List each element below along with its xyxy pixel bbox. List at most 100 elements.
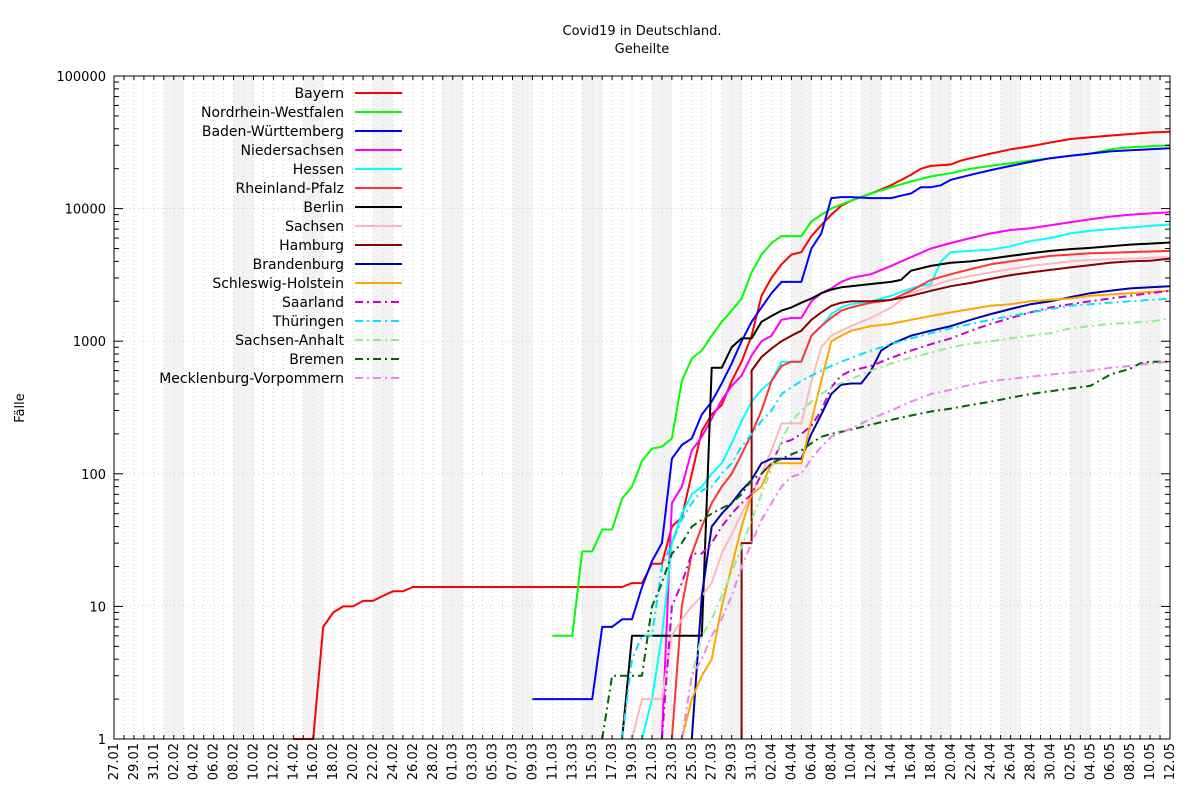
weekend-band [522,76,533,739]
series-line-baden-w-rttemberg [532,147,1171,701]
legend-label: Nordrhein-Westfalen [201,105,344,121]
weekend-band [1010,76,1021,739]
weekend-band [592,76,603,739]
x-tick-label: 14.04 [884,743,899,780]
x-tick-label: 10.02 [246,743,261,780]
x-tick-label: 18.02 [326,743,341,780]
series-line-hessen [641,223,1171,740]
x-tick-label: 31.01 [147,743,162,780]
weekend-band [582,76,593,739]
x-tick-label: 31.03 [745,743,760,780]
weekend-band [243,76,254,739]
weekend-band [313,76,324,739]
legend-label: Saarland [282,295,344,311]
legend-label: Hessen [293,162,344,178]
x-tick-label: 17.03 [605,743,620,780]
x-tick-label: 28.04 [1024,743,1039,780]
x-tick-label: 04.02 [187,743,202,780]
x-tick-label: 20.04 [944,743,959,780]
x-tick-label: 19.03 [625,743,640,780]
weekend-band [731,76,742,739]
series-line-niedersachsen [660,211,1171,740]
x-tick-label: 06.02 [207,743,222,780]
x-tick-label: 04.04 [784,743,799,780]
weekend-band [1070,76,1081,739]
weekend-band [163,76,174,739]
weekend-band [1080,76,1091,739]
x-tick-label: 26.04 [1004,743,1019,780]
weekend-band [801,76,812,739]
legend-label: Hamburg [279,238,344,254]
x-tick-label: 24.02 [386,743,401,780]
legend-label: Schleswig-Holstein [212,276,344,292]
x-tick-label: 10.04 [844,743,859,780]
axes: 27.01 29.01 31.01 02.02 04.02 06.02 08.02 10.02… [56,70,1178,780]
x-tick-label: 27.01 [107,743,122,780]
series-line-nordrhein-westfalen [552,144,1171,637]
weekend-band [1000,76,1011,739]
legend-label: Thüringen [272,314,344,330]
x-tick-label: 29.03 [725,743,740,780]
y-tick-label: 100000 [56,70,106,85]
y-tick-label: 10 [89,600,106,615]
x-tick-label: 20.02 [346,743,361,780]
series-line-bremen [601,360,1170,740]
series-line-saarland [660,289,1171,740]
weekend-bands [163,76,1161,739]
weekend-band [1140,76,1151,739]
x-tick-label: 14.02 [286,743,301,780]
weekend-band [382,76,393,739]
weekend-band [1150,76,1161,739]
weekend-band [930,76,941,739]
x-tick-label: 12.05 [1163,743,1178,780]
x-tick-label: 15.03 [585,743,600,780]
x-tick-label: 22.04 [964,743,979,780]
y-tick-label: 10000 [65,203,106,218]
x-tick-label: 21.03 [645,743,660,780]
legend-label: Brandenburg [253,257,344,273]
legend: Bayern Nordrhein-Westfalen Baden-Württembe… [159,86,402,387]
y-tick-label: 1000 [73,335,106,350]
weekend-band [940,76,951,739]
y-tick-label: 100 [81,468,106,483]
x-tick-label: 26.02 [406,743,421,780]
weekend-band [373,76,383,739]
weekend-band [861,76,872,739]
weekend-band [173,76,184,739]
x-tick-label: 02.02 [167,743,182,780]
x-tick-label: 12.04 [864,743,879,780]
x-tick-label: 22.02 [366,743,381,780]
x-tick-label: 13.03 [565,743,580,780]
chart-title: Covid19 in Deutschland. [563,24,722,39]
weekend-band [512,76,523,739]
series-line-sachsen [631,256,1171,740]
weekend-band [661,76,672,739]
series-line-sachsen-anhalt [680,316,1171,740]
x-tick-label: 10.05 [1143,743,1158,780]
x-tick-label: 24.04 [984,743,999,780]
weekend-band [233,76,244,739]
series-line-th-ringen [621,297,1171,740]
legend-label: Mecklenburg-Vorpommern [159,371,344,387]
x-tick-label: 08.04 [824,743,839,780]
weekend-band [452,76,463,739]
y-axis-label: Fälle [13,393,28,422]
x-tick-label: 27.03 [705,743,720,780]
x-tick-label: 06.04 [804,743,819,780]
series-line-schleswig-holstein [680,289,1171,740]
legend-label: Baden-Württemberg [202,124,344,140]
x-tick-label: 07.03 [505,743,520,780]
x-tick-label: 08.02 [227,743,242,780]
x-tick-label: 02.04 [765,743,780,780]
legend-label: Berlin [303,200,344,216]
weekend-band [651,76,662,739]
series-line-mecklenburg-vorpommern [680,360,1171,740]
legend-label: Sachsen [285,219,344,235]
series-line-berlin [621,241,1171,740]
series-line-rheinland-pfalz [670,249,1171,740]
legend-label: Bremen [289,352,344,368]
legend-label: Bayern [295,86,344,102]
y-tick-label: 1 [98,733,106,748]
x-tick-label: 04.05 [1083,743,1098,780]
x-tick-label: 23.03 [665,743,680,780]
